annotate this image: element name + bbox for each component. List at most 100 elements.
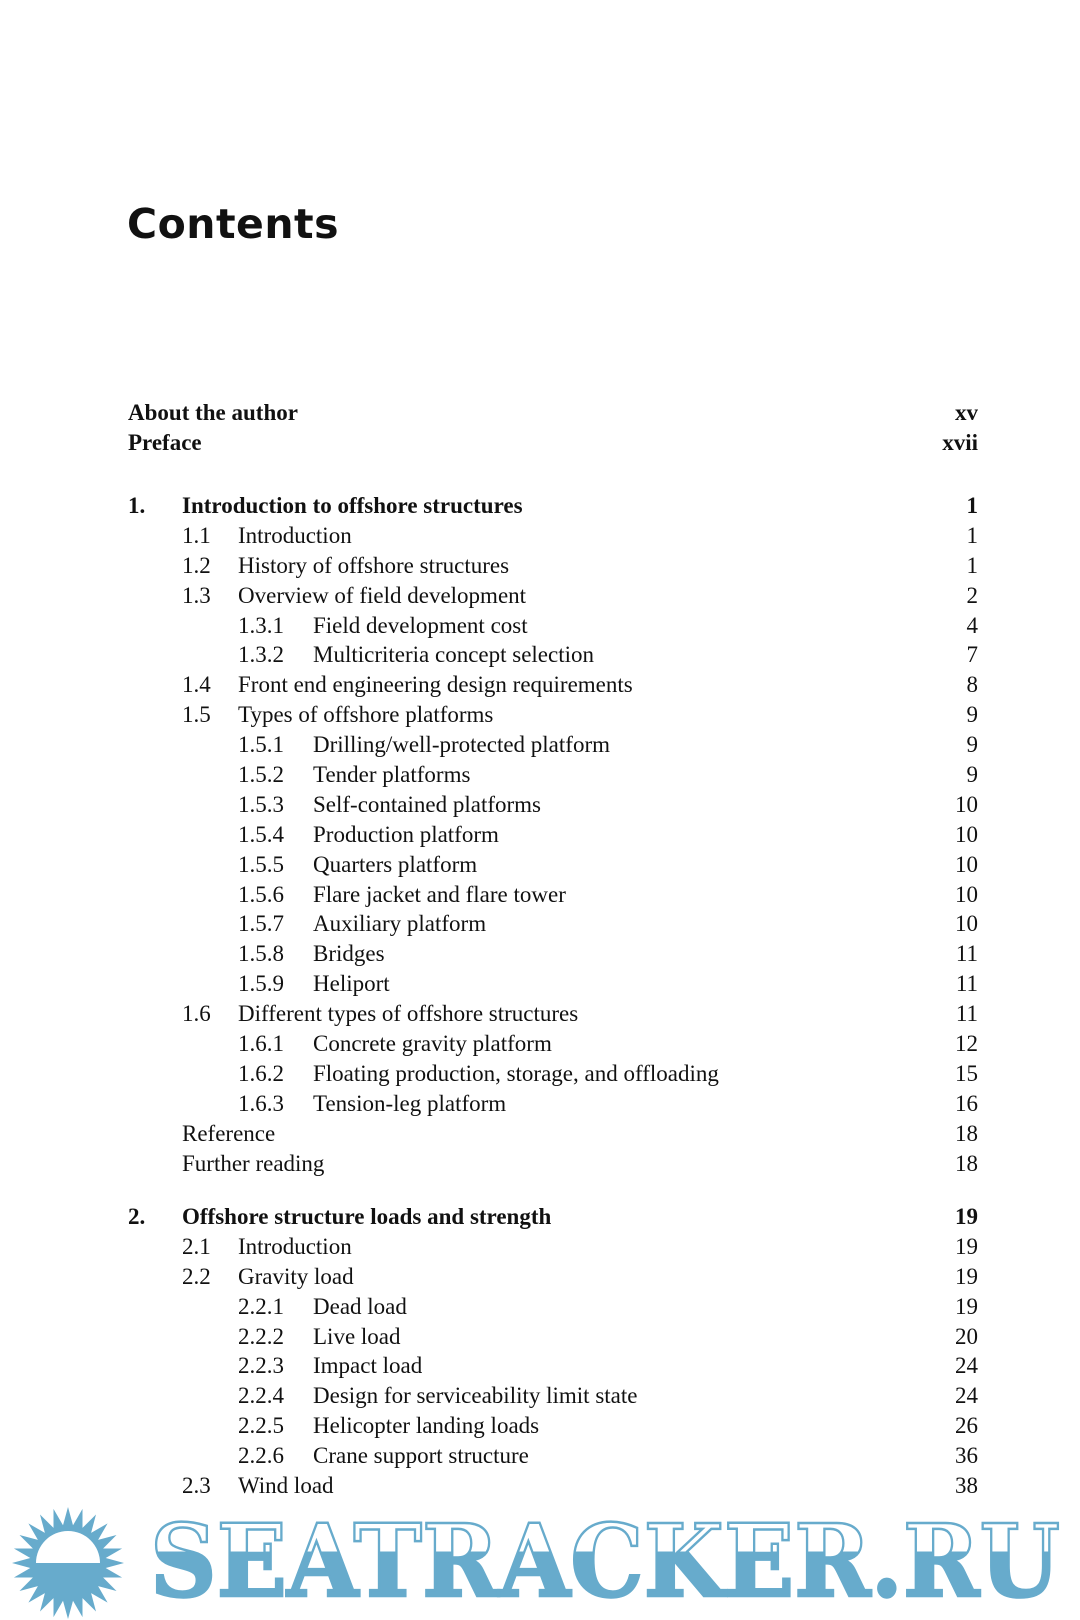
page-number: 11 [955, 1001, 978, 1027]
section-number: 2.2.5 [238, 1413, 284, 1439]
section-title: Production platform [313, 821, 499, 847]
section-number: 1.5.8 [238, 941, 284, 967]
toc-entry[interactable]: 2.2.1 Dead load 19 [128, 1292, 978, 1322]
page-number: 18 [955, 1120, 978, 1146]
section-number: 1.5.1 [238, 732, 284, 758]
toc-entry[interactable]: 1.2 History of offshore structures 1 [128, 551, 978, 581]
toc-entry[interactable]: 1.1 Introduction 1 [128, 521, 978, 551]
page-number: 9 [966, 702, 979, 728]
section-title: Types of offshore platforms [238, 702, 494, 728]
section-title: Bridges [313, 941, 385, 967]
section-number: 1.6.2 [238, 1060, 284, 1086]
toc-entry[interactable]: 1.5.4 Production platform 10 [128, 820, 978, 850]
section-title: Auxiliary platform [313, 911, 487, 937]
section-number: 1.6 [182, 1001, 211, 1027]
section-number: 2.2 [182, 1263, 211, 1289]
toc-entry[interactable]: 2.1 Introduction 19 [128, 1232, 978, 1262]
page-number: 19 [955, 1293, 978, 1319]
section-number: 1.3.2 [238, 642, 284, 668]
section-number: 1.6.1 [238, 1031, 284, 1057]
toc-entry[interactable]: About the author xv [128, 398, 978, 428]
section-number: 1.5.3 [238, 791, 284, 817]
toc-entry[interactable]: 1.5.1 Drilling/well-protected platform 9 [128, 730, 978, 760]
page-number: 36 [955, 1443, 978, 1469]
section-title: Reference [182, 1120, 276, 1146]
page-number: 1 [966, 552, 979, 578]
toc-entry[interactable]: 2.2.3 Impact load 24 [128, 1351, 978, 1381]
page-number: 9 [966, 732, 979, 758]
section-title: Design for serviceability limit state [313, 1383, 638, 1409]
page-number: 15 [955, 1060, 978, 1086]
section-number: 2.2.3 [238, 1353, 284, 1379]
section-number: 1.5.4 [238, 821, 284, 847]
toc-entry[interactable]: 1.5 Types of offshore platforms 9 [128, 700, 978, 730]
toc-entry[interactable]: Preface xvii [128, 428, 978, 458]
page-number: 11 [955, 941, 978, 967]
toc-entry[interactable]: 1.5.9 Heliport 11 [128, 969, 978, 999]
toc-entry[interactable]: 1.5.7 Auxiliary platform 10 [128, 909, 978, 939]
page-number: 12 [955, 1031, 978, 1057]
chapter-heading[interactable]: 1. Introduction to offshore structures 1 [128, 491, 978, 521]
toc-entry[interactable]: 1.5.5 Quarters platform 10 [128, 850, 978, 880]
toc-entry[interactable]: 2.2 Gravity load 19 [128, 1262, 978, 1292]
section-number: 2.1 [182, 1233, 211, 1259]
toc-entry[interactable]: 1.5.2 Tender platforms 9 [128, 760, 978, 790]
chapter-heading[interactable]: 2. Offshore structure loads and strength 1… [128, 1202, 978, 1232]
toc-entry[interactable]: 2.2.6 Crane support structure 36 [128, 1441, 978, 1471]
toc-entry[interactable]: 1.5.6 Flare jacket and flare tower 10 [128, 880, 978, 910]
page-number: 1 [966, 493, 979, 518]
section-title: Front end engineering design requirement… [238, 672, 633, 698]
toc-entry[interactable]: 1.6.3 Tension-leg platform 16 [128, 1089, 978, 1119]
section-number: 1.3 [182, 582, 211, 608]
section-number: 1.5.2 [238, 762, 284, 788]
section-title: Quarters platform [313, 851, 478, 877]
toc-entry[interactable]: 1.4 Front end engineering design requirem… [128, 670, 978, 700]
section-title: Self-contained platforms [313, 791, 542, 817]
front-matter: About the author xv Preface xvii [128, 398, 978, 458]
section-title: Drilling/well-protected platform [313, 732, 610, 758]
sun-disc [36, 1531, 100, 1563]
toc-entry[interactable]: 2.2.5 Helicopter landing loads 26 [128, 1411, 978, 1441]
entry-title: About the author [128, 400, 298, 425]
page-number: xvii [942, 429, 978, 455]
section-number: 1.1 [182, 522, 211, 548]
chapter-2: 2. Offshore structure loads and strength 1… [128, 1202, 978, 1501]
toc-entry[interactable]: 1.6 Different types of offshore structure… [128, 999, 978, 1029]
toc-entry[interactable]: 1.3.2 Multicriteria concept selection 7 [128, 640, 978, 670]
section-number: 1.5.5 [238, 851, 284, 877]
toc-entry[interactable]: 2.2.4 Design for serviceability limit sta… [128, 1381, 978, 1411]
section-title: Helicopter landing loads [313, 1413, 540, 1439]
toc-entry[interactable]: Reference 18 [128, 1119, 978, 1149]
section-title: Introduction [238, 522, 352, 548]
toc-entry[interactable]: 1.3.1 Field development cost 4 [128, 611, 978, 641]
page-number: xv [955, 400, 978, 425]
page-number: 2 [966, 582, 979, 608]
toc-entry[interactable]: 1.5.3 Self-contained platforms 10 [128, 790, 978, 820]
toc-entry[interactable]: 2.2.2 Live load 20 [128, 1322, 978, 1352]
toc-entry[interactable]: 1.6.1 Concrete gravity platform 12 [128, 1029, 978, 1059]
page-number: 10 [955, 791, 978, 817]
section-title: Dead load [313, 1293, 407, 1319]
toc-entry[interactable]: 1.6.2 Floating production, storage, and o… [128, 1059, 978, 1089]
page-number: 9 [966, 762, 979, 788]
toc-entry[interactable]: 1.3 Overview of field development 2 [128, 581, 978, 611]
watermark-logo: SEATRACKER.RU [12, 1506, 1061, 1620]
page-number: 10 [955, 851, 978, 877]
section-title: Flare jacket and flare tower [313, 881, 566, 907]
page-number: 20 [955, 1323, 978, 1349]
section-title: Different types of offshore structures [238, 1001, 579, 1027]
section-number: 1.6.3 [238, 1090, 284, 1116]
toc-entry[interactable]: 2.3 Wind load 38 [128, 1471, 978, 1501]
section-title: Field development cost [313, 612, 528, 638]
section-number: 2.3 [182, 1473, 211, 1499]
page-number: 8 [966, 672, 979, 698]
page-number: 11 [955, 971, 978, 997]
section-title: Tension-leg platform [313, 1090, 507, 1116]
chapter-number: 1. [128, 493, 146, 518]
toc-entry[interactable]: Further reading 18 [128, 1149, 978, 1179]
section-number: 2.2.6 [238, 1443, 284, 1469]
section-number: 1.5 [182, 702, 211, 728]
page-number: 24 [955, 1383, 978, 1409]
toc-entry[interactable]: 1.5.8 Bridges 11 [128, 939, 978, 969]
section-title: Further reading [182, 1150, 325, 1176]
